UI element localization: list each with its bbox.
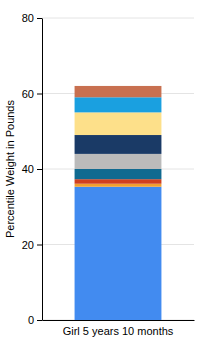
- bar-segment: [75, 169, 162, 179]
- y-tick-mark: [37, 245, 42, 246]
- bar-segment: [75, 86, 162, 97]
- y-tick-mark: [37, 94, 42, 95]
- y-axis: 0 20 40 60 80: [22, 12, 43, 326]
- bar-segment: [75, 112, 162, 135]
- bar-segment: [75, 179, 162, 184]
- y-tick: 40: [22, 163, 42, 175]
- y-tick-label: 60: [22, 88, 34, 100]
- y-axis-title: Percentile Weight in Pounds: [4, 100, 16, 238]
- chart: 0 20 40 60 80 Girl 5 years 10 months Percentil…: [0, 0, 200, 350]
- x-axis: Girl 5 years 10 months: [43, 320, 195, 337]
- bar-segment: [75, 97, 162, 112]
- y-tick-label: 20: [22, 239, 34, 251]
- y-tick-mark: [37, 18, 42, 19]
- y-tick: 60: [22, 88, 42, 100]
- y-tick-mark: [37, 169, 42, 170]
- x-tick-label: Girl 5 years 10 months: [63, 325, 174, 337]
- bar-segment: [75, 187, 162, 320]
- y-tick: 0: [28, 314, 42, 326]
- bars: [75, 86, 162, 320]
- y-tick-label: 0: [28, 314, 34, 326]
- y-tick: 80: [22, 12, 42, 24]
- y-axis-line: [42, 19, 43, 321]
- bar-segment: [75, 154, 162, 169]
- grid: [42, 18, 194, 320]
- y-tick: 20: [22, 239, 42, 251]
- x-axis-line: [43, 320, 195, 321]
- y-tick-label: 40: [22, 163, 34, 175]
- y-tick-label: 80: [22, 12, 34, 24]
- grid-line: [42, 18, 194, 19]
- bar-segment: [75, 135, 162, 154]
- y-tick-mark: [37, 320, 42, 321]
- plot: 0 20 40 60 80 Girl 5 years 10 months: [22, 12, 195, 337]
- bar-segment: [75, 184, 162, 187]
- x-tick: Girl 5 years 10 months: [63, 320, 174, 337]
